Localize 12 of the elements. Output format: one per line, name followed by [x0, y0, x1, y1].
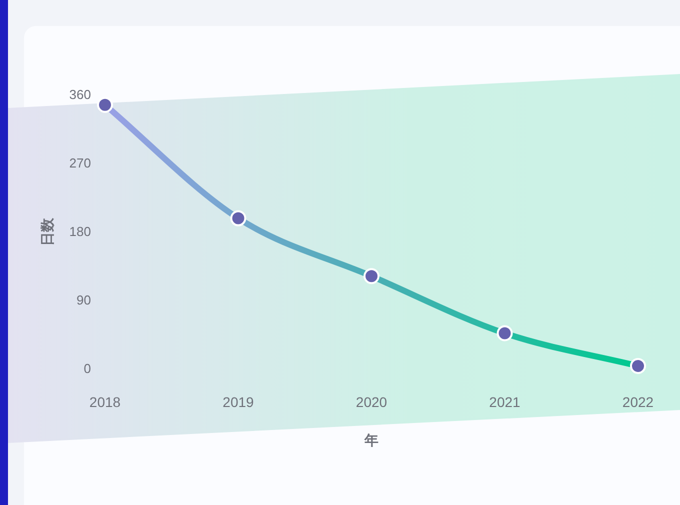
y-tick-label: 270	[69, 156, 91, 170]
y-tick-label: 360	[69, 87, 91, 102]
y-tick-label: 90	[76, 292, 91, 308]
x-tick-label: 2022	[622, 394, 654, 410]
y-tick-label: 0	[84, 361, 91, 376]
x-axis-title: 年	[364, 432, 378, 448]
x-tick-label: 2021	[489, 394, 521, 410]
x-tick-label: 2020	[356, 394, 388, 410]
x-tick-label: 2018	[89, 394, 121, 410]
y-axis-title: 日数	[39, 217, 55, 246]
x-tick-label: 2019	[222, 394, 254, 410]
y-tick-label: 180	[69, 224, 91, 239]
